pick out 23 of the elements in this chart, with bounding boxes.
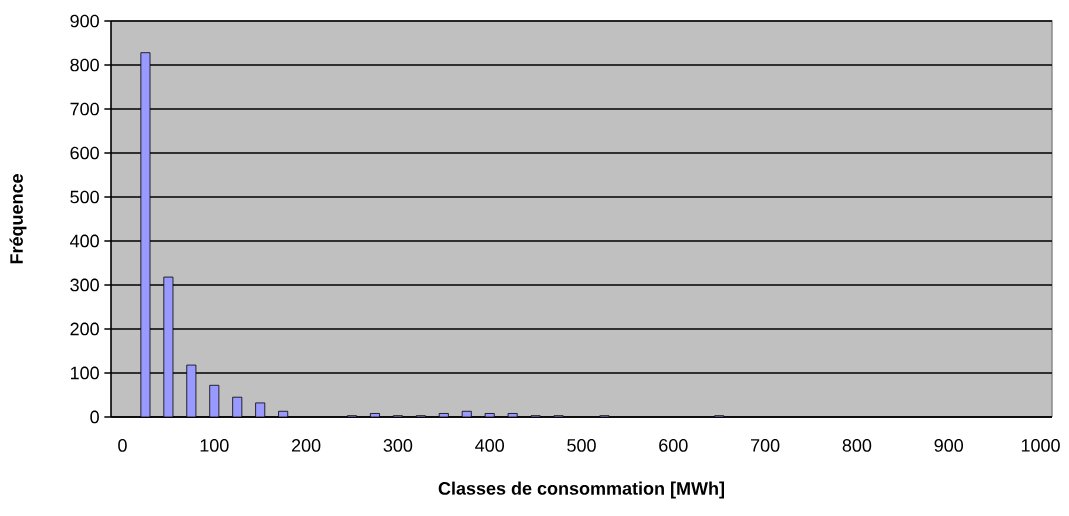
x-axis-title: Classes de consommation [MWh] [438, 481, 724, 499]
y-tick-label: 500 [70, 190, 99, 204]
y-tick-label: 100 [70, 366, 99, 380]
x-tick-label: 400 [475, 439, 505, 452]
y-tick-label: 300 [70, 278, 99, 292]
y-tick-label: 0 [90, 410, 99, 424]
y-tick-label: 800 [70, 58, 99, 72]
x-tick-label: 500 [567, 439, 596, 452]
y-tick-label: 700 [70, 102, 99, 116]
y-tick-label: 900 [70, 14, 99, 28]
x-tick-label: 800 [842, 439, 872, 452]
x-tick-label: 200 [291, 439, 321, 452]
x-tick-label: 1000 [1021, 439, 1060, 452]
x-tick-label: 600 [659, 439, 688, 452]
x-tick-label: 700 [751, 439, 780, 452]
y-axis-title: Fréquence [9, 174, 27, 264]
x-tick-label: 300 [383, 439, 413, 452]
x-tick-label: 0 [118, 439, 127, 452]
x-tick-label: 900 [934, 439, 964, 452]
y-tick-label: 400 [70, 234, 99, 248]
y-tick-label: 200 [70, 322, 99, 336]
x-tick-label: 100 [200, 439, 229, 452]
y-tick-label: 600 [70, 146, 99, 160]
